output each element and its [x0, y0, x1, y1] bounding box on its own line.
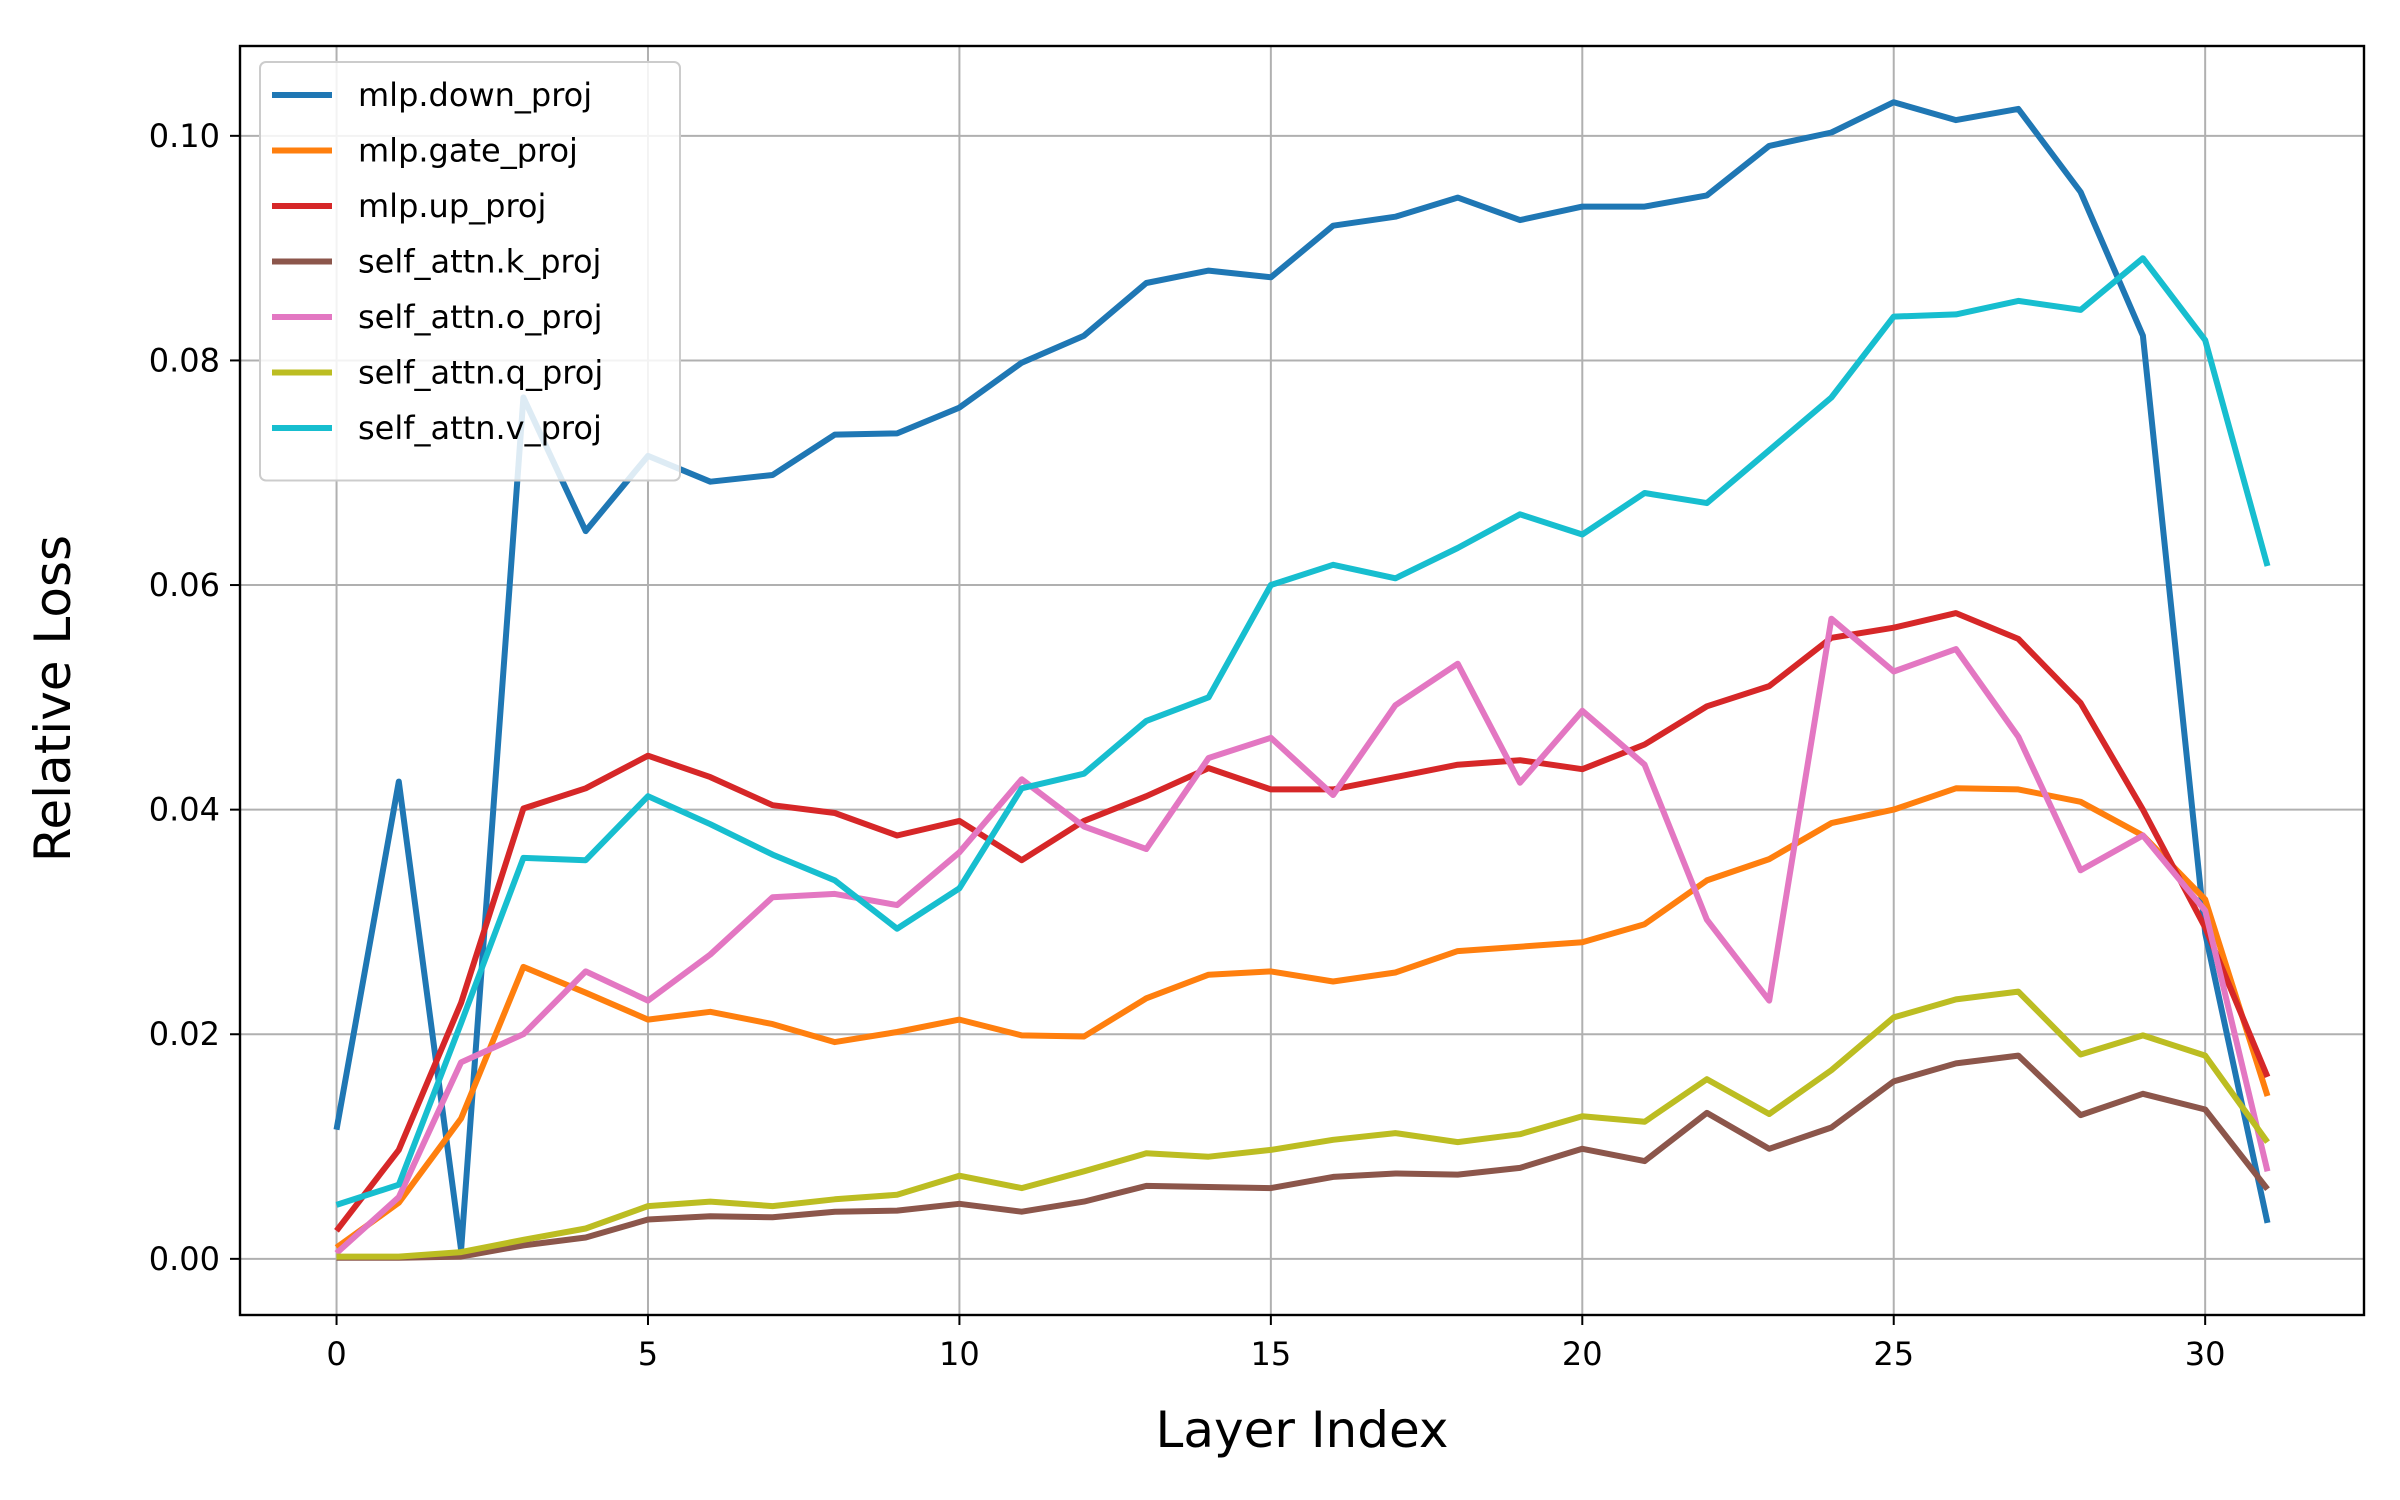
- legend-label: mlp.up_proj: [358, 187, 546, 225]
- y-tick-label: 0.08: [149, 341, 220, 379]
- legend-label: self_attn.k_proj: [358, 243, 601, 281]
- legend-label: mlp.down_proj: [358, 76, 592, 114]
- series-line-mlp-gate-proj: [334, 785, 2271, 1251]
- series-line-mlp-up-proj: [334, 610, 2271, 1233]
- grid: [240, 46, 2364, 1315]
- y-tick-label: 0.10: [149, 117, 220, 155]
- legend-label: self_attn.v_proj: [358, 409, 602, 447]
- x-tick-label: 5: [638, 1335, 658, 1373]
- x-tick-label: 30: [2185, 1335, 2226, 1373]
- series-line-self-attn-q-proj: [336, 988, 2270, 1260]
- y-tick-label: 0.02: [149, 1015, 220, 1053]
- legend-label: self_attn.q_proj: [358, 354, 603, 392]
- x-tick-label: 20: [1562, 1335, 1603, 1373]
- y-tick-label: 0.00: [149, 1240, 220, 1278]
- x-tick-label: 10: [939, 1335, 980, 1373]
- y-axis-title: Relative Loss: [24, 535, 82, 862]
- series-line-self-attn-v-proj: [335, 255, 2271, 1208]
- legend-box: [259, 61, 681, 482]
- x-tick-label: 25: [1873, 1335, 1914, 1373]
- legend-label: self_attn.o_proj: [358, 298, 602, 336]
- y-tick-label: 0.04: [149, 791, 220, 829]
- x-tick-label: 15: [1250, 1335, 1291, 1373]
- legend-label: mlp.gate_proj: [358, 132, 578, 170]
- series-line-self-attn-o-proj: [334, 615, 2271, 1256]
- axis-ticks: 0 5 10 15 20 25 30 0.00 0.02 0.04 0.06 0.08 0.10: [149, 117, 2226, 1373]
- x-tick-label: 0: [326, 1335, 346, 1373]
- legend: mlp.down_proj mlp.gate_proj mlp.up_projsel…: [259, 61, 681, 482]
- x-axis-title: Layer Index: [1156, 1401, 1449, 1459]
- series-line-self-attn-k-proj: [336, 1052, 2270, 1261]
- plot-frame: [238, 44, 2366, 1317]
- y-tick-label: 0.06: [149, 566, 220, 604]
